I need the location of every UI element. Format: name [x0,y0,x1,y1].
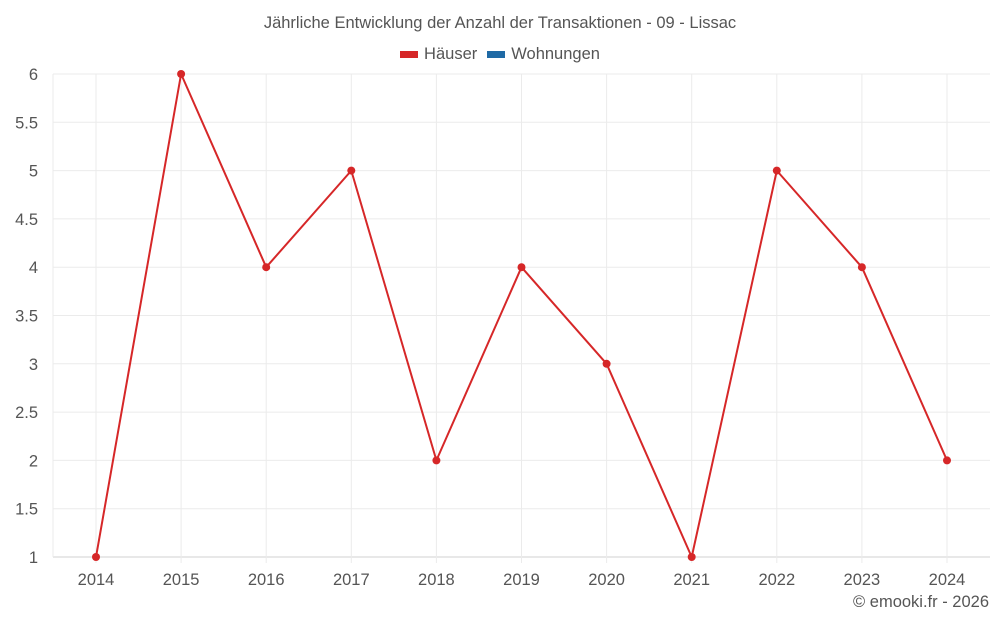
y-tick-label: 6 [29,66,38,84]
data-point[interactable] [177,70,186,78]
legend-swatch-wohnungen [487,51,506,58]
x-tick-label: 2021 [673,571,710,589]
x-tick-label: 2019 [503,571,540,589]
y-tick-label: 1.5 [15,501,38,519]
legend-item-haeuser[interactable]: Häuser [400,45,477,64]
credit-text: © emooki.fr - 2026 [853,593,989,611]
y-tick-label: 3 [29,356,38,374]
x-tick-label: 2017 [333,571,370,589]
legend-item-wohnungen[interactable]: Wohnungen [487,45,600,64]
chart-title: Jährliche Entwicklung der Anzahl der Tra… [263,14,737,32]
x-tick-label: 2024 [929,571,966,589]
x-axis: 2014 2015 2016 2017 2018 2019 2020 2021 2022 2023… [78,571,966,589]
y-tick-label: 2 [29,452,38,470]
data-point[interactable] [347,166,356,175]
y-tick-label: 1 [29,549,38,567]
legend: Häuser Wohnungen [0,45,1000,64]
data-point[interactable] [602,359,611,368]
y-tick-label: 3.5 [15,308,38,326]
x-tick-label: 2014 [78,571,115,589]
x-tick-label: 2023 [844,571,881,589]
y-tick-label: 4.5 [15,211,38,229]
y-tick-label: 4 [29,259,38,277]
grid [52,73,990,563]
legend-swatch-haeuser [400,51,419,58]
y-tick-label: 5 [29,163,38,181]
data-point[interactable] [943,456,951,465]
data-point[interactable] [857,263,866,272]
y-axis: 1 1.5 2 2.5 3 3.5 4 4.5 5 5.5 6 [15,66,38,567]
series-haeuser [92,70,951,561]
data-point[interactable] [517,263,526,272]
x-tick-label: 2015 [163,571,200,589]
data-point[interactable] [687,553,696,561]
y-tick-label: 2.5 [15,404,38,422]
data-point[interactable] [772,166,781,175]
x-tick-label: 2020 [588,571,625,589]
data-point[interactable] [262,263,271,272]
legend-label-wohnungen: Wohnungen [511,45,600,63]
data-point[interactable] [432,456,441,465]
y-tick-label: 5.5 [15,114,38,132]
legend-label-haeuser: Häuser [424,45,478,63]
x-tick-label: 2022 [758,571,795,589]
x-tick-label: 2018 [418,571,455,589]
x-tick-label: 2016 [248,571,285,589]
data-point[interactable] [92,553,100,561]
